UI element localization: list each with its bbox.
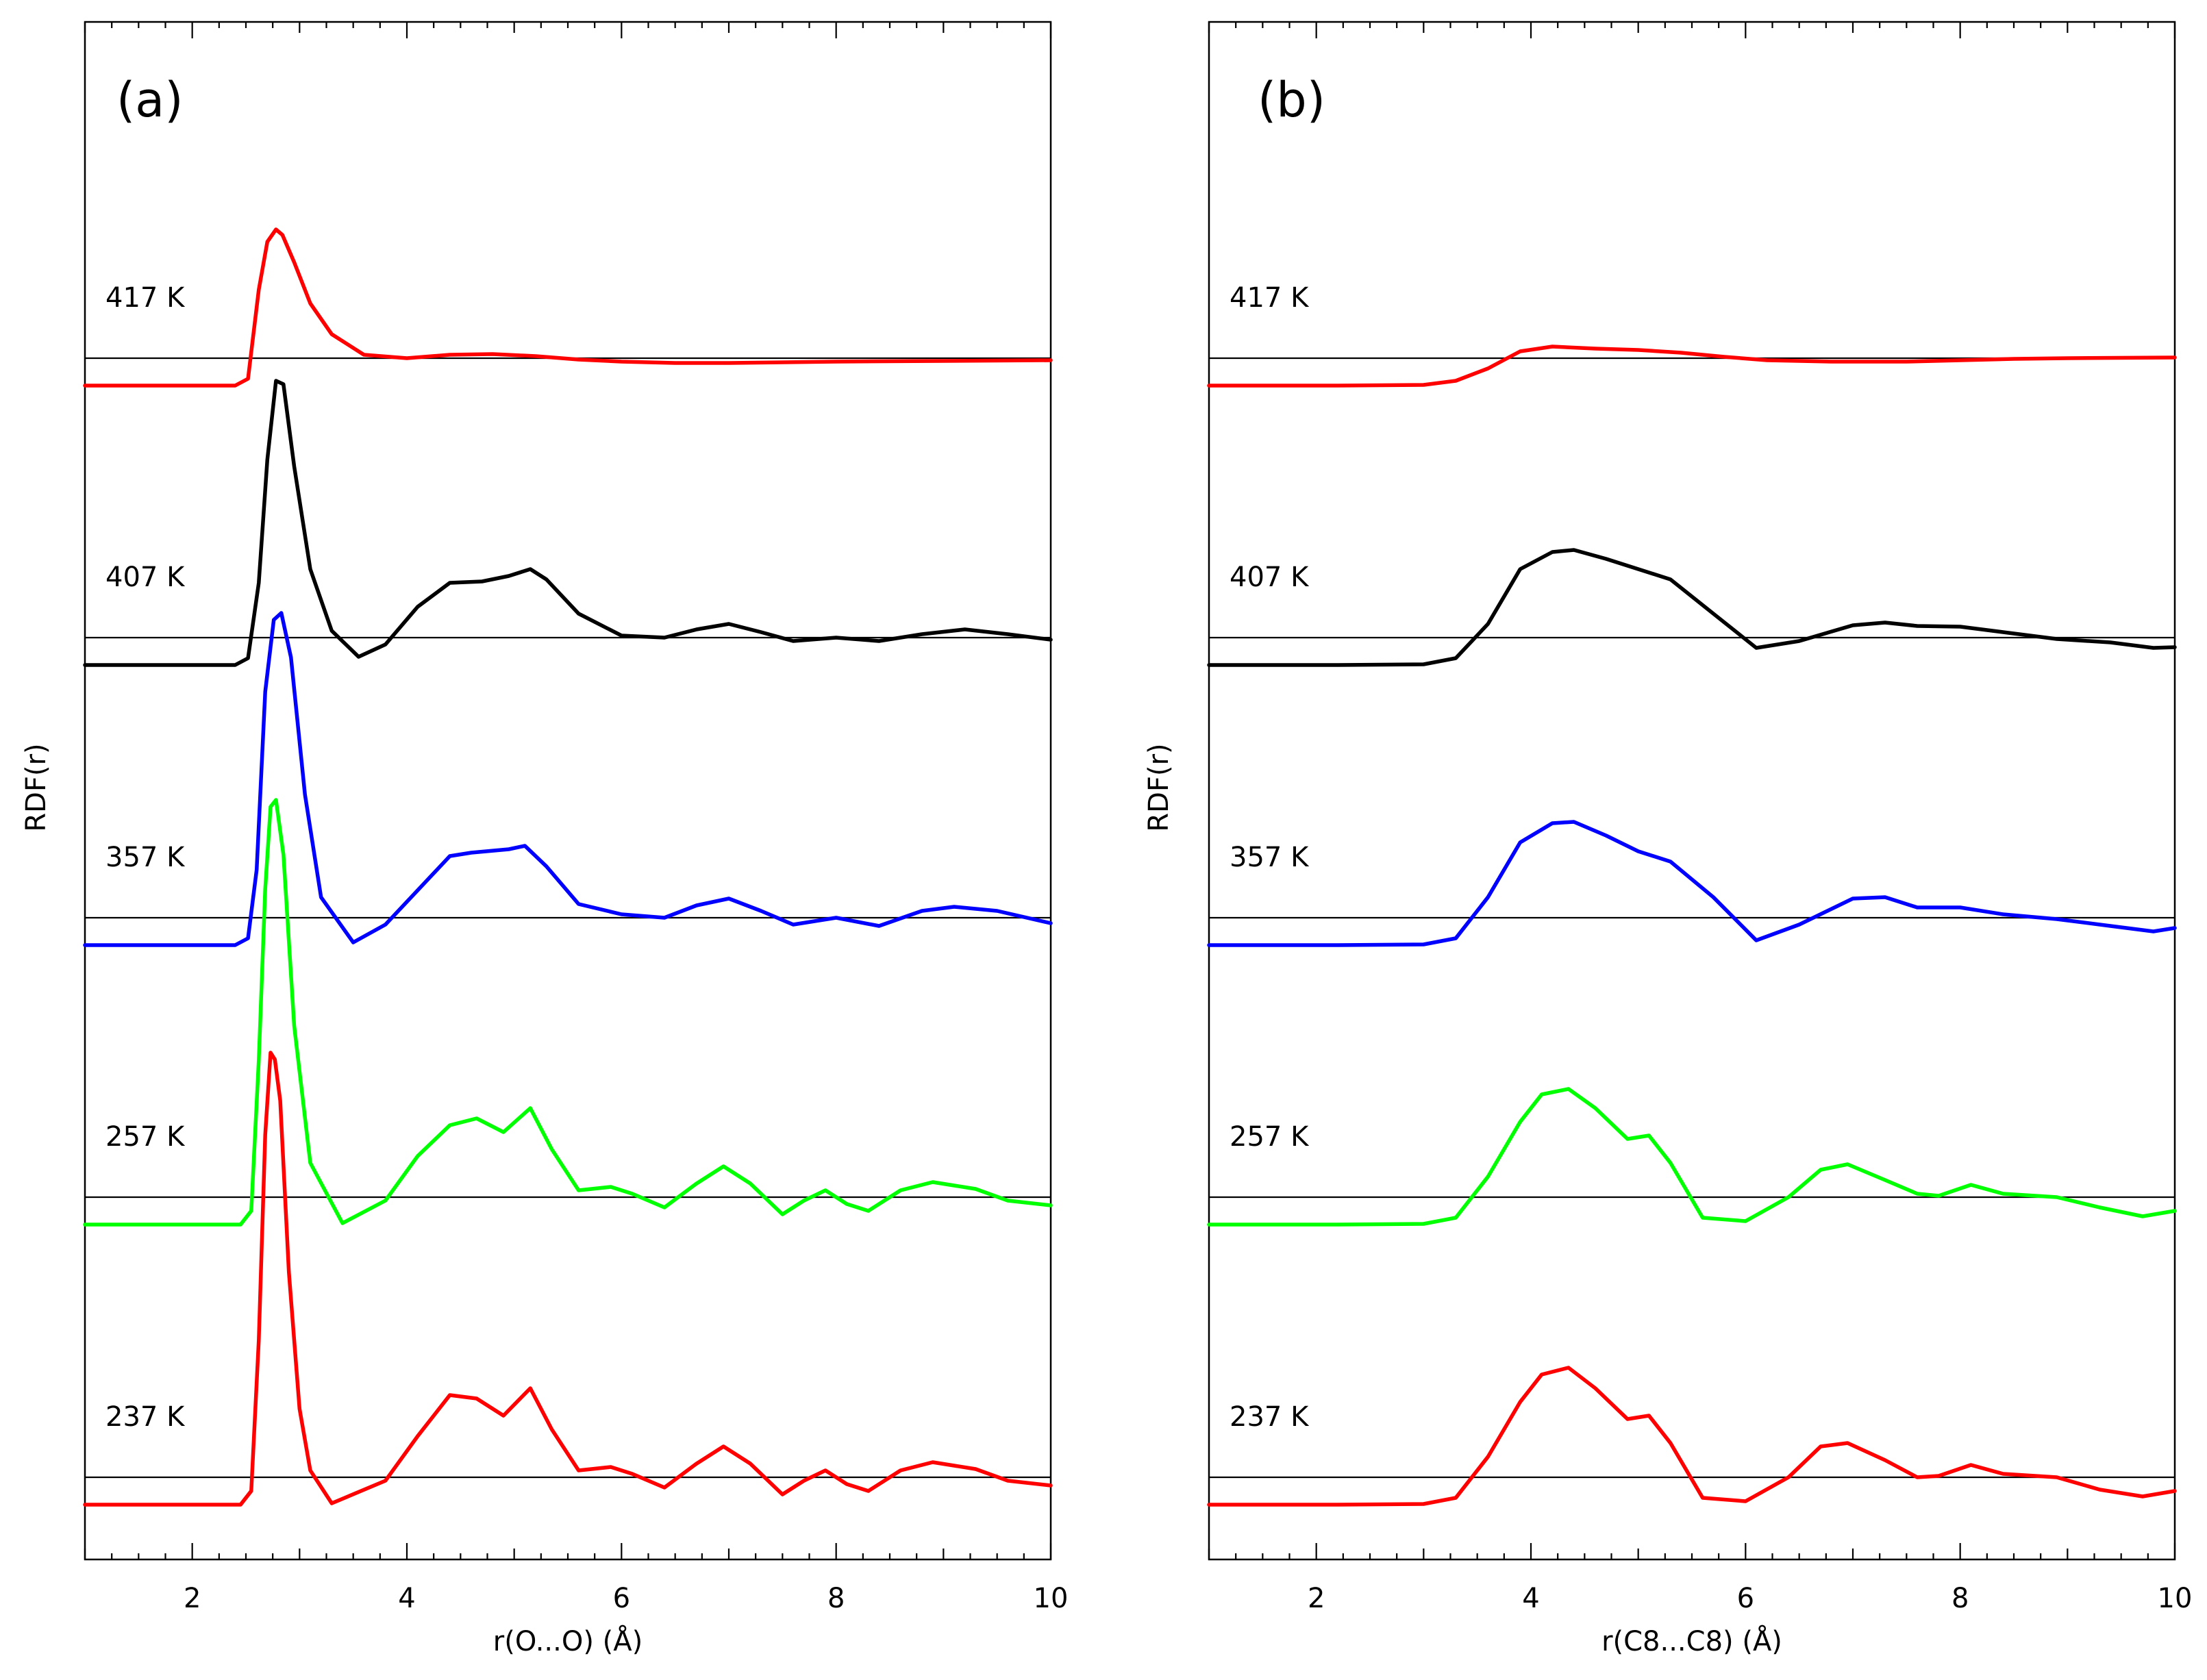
panel-a: (a) r(O...O) (Å) RDF(r) 2 4 6 8 10 417 K 407 … <box>21 21 1069 1657</box>
x-tick-label: 4 <box>1522 1583 1539 1614</box>
temp-label-357-k: 357 K <box>105 842 186 873</box>
temp-label-237-k: 237 K <box>1230 1401 1310 1433</box>
temp-label-417-k: 417 K <box>105 282 186 314</box>
x-tick-label: 4 <box>398 1583 415 1614</box>
panel-b-label: (b) <box>1258 72 1325 128</box>
temp-label-237-k: 237 K <box>105 1401 186 1433</box>
panel-b-ylabel: RDF(r) <box>1143 743 1175 831</box>
series-line-357-k <box>1207 820 2177 947</box>
series-line-257-k <box>1207 1087 2177 1227</box>
temp-label-357-k: 357 K <box>1230 842 1310 873</box>
panel-a-frame <box>84 21 1052 1561</box>
x-tick-label: 10 <box>1034 1583 1069 1614</box>
series-line-417-k <box>83 227 1053 388</box>
panel-b-temp-labels: 417 K 407 K 357 K 257 K 237 K <box>1230 282 1310 1433</box>
panel-a-ylabel: RDF(r) <box>21 743 52 831</box>
panel-b-ticks: 2 4 6 8 10 <box>1208 22 2193 1614</box>
x-tick-label: 6 <box>1737 1583 1754 1614</box>
panel-a-temp-labels: 417 K 407 K 357 K 257 K 237 K <box>105 282 186 1433</box>
x-tick-label: 2 <box>184 1583 201 1614</box>
panel-b: (b) r(C8...C8) (Å) RDF(r) 2 4 6 8 10 417 K 40… <box>1143 21 2193 1657</box>
temp-label-257-k: 257 K <box>1230 1121 1310 1153</box>
panel-b-curves <box>1207 344 2177 1507</box>
x-tick-label: 6 <box>613 1583 630 1614</box>
panel-b-xlabel: r(C8...C8) (Å) <box>1601 1625 1782 1657</box>
panel-a-label: (a) <box>116 72 184 128</box>
panel-a-ticks: 2 4 6 8 10 <box>84 22 1069 1614</box>
x-tick-label: 10 <box>2158 1583 2193 1614</box>
series-line-407-k <box>1207 548 2177 667</box>
series-line-257-k <box>83 798 1053 1227</box>
temp-label-407-k: 407 K <box>105 562 186 593</box>
panel-a-curves <box>83 227 1053 1507</box>
series-line-237-k <box>1207 1366 2177 1507</box>
x-tick-label: 8 <box>1952 1583 1969 1614</box>
temp-label-407-k: 407 K <box>1230 562 1310 593</box>
temp-label-257-k: 257 K <box>105 1121 186 1153</box>
temp-label-417-k: 417 K <box>1230 282 1310 314</box>
x-tick-label: 8 <box>827 1583 845 1614</box>
series-line-417-k <box>1207 344 2177 388</box>
series-line-237-k <box>83 1051 1053 1507</box>
panel-a-xlabel: r(O...O) (Å) <box>493 1625 643 1657</box>
x-tick-label: 2 <box>1308 1583 1325 1614</box>
panel-b-frame <box>1208 21 2176 1561</box>
series-line-357-k <box>83 611 1053 947</box>
series-line-407-k <box>83 379 1053 667</box>
